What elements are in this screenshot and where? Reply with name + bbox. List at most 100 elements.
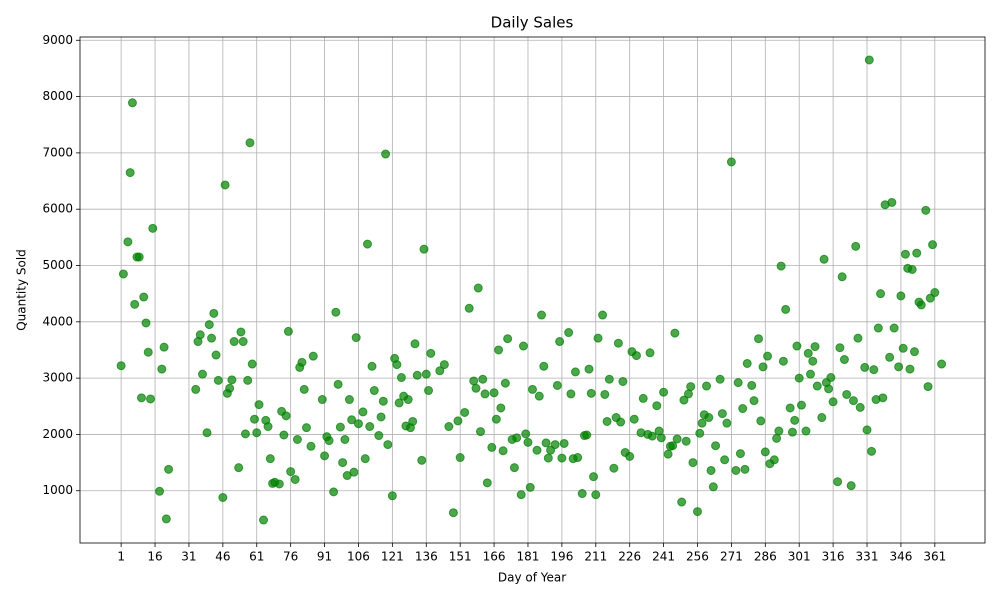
point — [369, 386, 379, 396]
point — [164, 464, 174, 474]
y-tick-label: 8000 — [42, 89, 73, 103]
point — [518, 341, 528, 351]
point — [410, 339, 420, 349]
point — [663, 449, 673, 459]
x-tick-label: 166 — [483, 550, 506, 564]
point — [136, 393, 146, 403]
point — [683, 389, 693, 399]
point — [900, 249, 910, 259]
point — [769, 455, 779, 465]
x-tick-label: 271 — [720, 550, 743, 564]
x-tick-label: 91 — [317, 550, 332, 564]
point — [711, 441, 721, 451]
point — [869, 365, 879, 375]
point — [340, 435, 350, 445]
x-tick-label: 151 — [449, 550, 472, 564]
point — [383, 440, 393, 450]
point — [819, 254, 829, 264]
point — [862, 425, 872, 435]
point — [817, 413, 827, 423]
point — [853, 333, 863, 343]
point — [835, 343, 845, 353]
point — [907, 264, 917, 274]
point — [236, 327, 246, 337]
point — [645, 348, 655, 358]
point — [496, 403, 506, 413]
point — [715, 374, 725, 384]
point — [916, 300, 926, 310]
point — [292, 435, 302, 445]
point — [317, 395, 327, 405]
point — [374, 431, 384, 441]
point — [618, 377, 628, 387]
point — [758, 362, 768, 372]
point — [220, 180, 230, 190]
point — [455, 453, 465, 463]
y-tick-label: 2000 — [42, 427, 73, 441]
point — [159, 342, 169, 352]
point — [873, 323, 883, 333]
point — [249, 414, 259, 424]
point — [464, 303, 474, 313]
point — [157, 364, 167, 374]
point — [774, 426, 784, 436]
point — [747, 380, 757, 390]
x-tick-label: 76 — [283, 550, 298, 564]
point — [541, 438, 551, 448]
point — [781, 304, 791, 314]
point — [234, 463, 244, 473]
point — [851, 241, 861, 251]
point — [677, 497, 687, 507]
point — [806, 369, 816, 379]
point — [656, 433, 666, 443]
point — [586, 388, 596, 398]
x-tick-label: 61 — [249, 550, 264, 564]
point — [912, 248, 922, 258]
point — [525, 482, 535, 492]
point — [785, 403, 795, 413]
point — [351, 333, 361, 343]
point — [500, 378, 510, 388]
point — [503, 334, 513, 344]
point — [460, 407, 470, 417]
point — [471, 383, 481, 393]
point — [338, 458, 348, 468]
point — [453, 416, 463, 426]
point — [647, 431, 657, 441]
point — [225, 383, 235, 393]
point — [792, 341, 802, 351]
point — [118, 269, 128, 279]
point — [760, 447, 770, 457]
point — [482, 478, 492, 488]
point — [543, 453, 553, 463]
point — [195, 330, 205, 340]
point — [539, 361, 549, 371]
point — [426, 348, 436, 358]
point — [381, 149, 391, 159]
point — [894, 362, 904, 372]
x-tick-label: 226 — [618, 550, 641, 564]
point — [885, 352, 895, 362]
point — [365, 422, 375, 432]
x-tick-label: 256 — [686, 550, 709, 564]
point — [435, 366, 445, 376]
point — [688, 458, 698, 468]
point — [320, 451, 330, 461]
x-tick-label: 1 — [117, 550, 125, 564]
point — [439, 360, 449, 370]
point — [905, 364, 915, 374]
plot-frame — [79, 36, 986, 544]
point — [148, 223, 158, 233]
point — [937, 359, 947, 369]
x-tick-label: 16 — [147, 550, 162, 564]
point — [349, 467, 359, 477]
y-tick-label: 4000 — [42, 314, 73, 328]
point — [557, 453, 567, 463]
point — [896, 291, 906, 301]
point — [670, 328, 680, 338]
point — [867, 446, 877, 456]
point — [778, 356, 788, 366]
point — [247, 359, 257, 369]
point — [754, 334, 764, 344]
